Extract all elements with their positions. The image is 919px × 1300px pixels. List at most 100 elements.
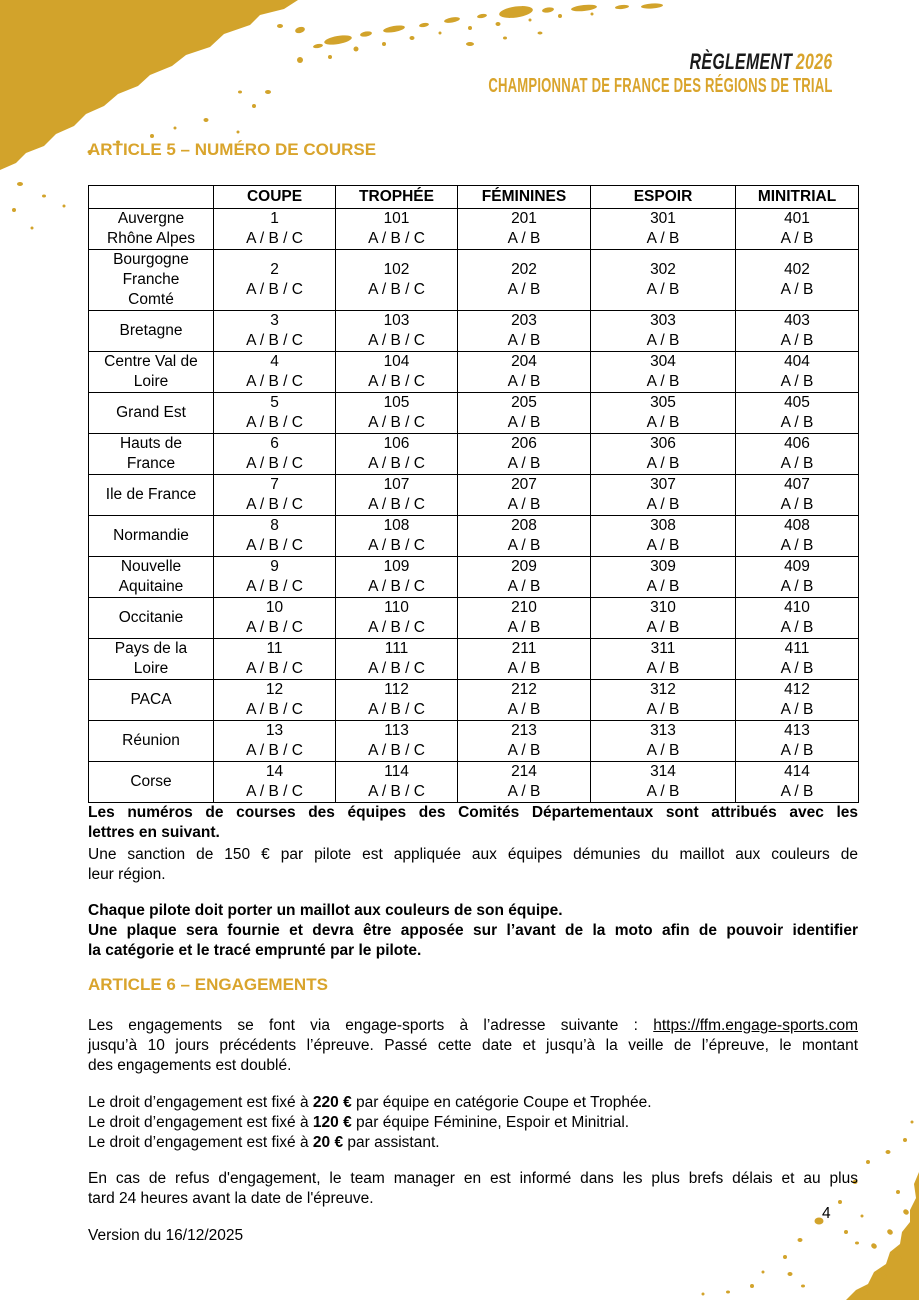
paragraph-plate: Une plaque sera fournie et devra être ap… [88, 922, 858, 959]
course-number-cell: 112 A / B / C [335, 679, 458, 721]
course-number-cell: 211 A / B [457, 638, 591, 680]
fee-amount: 20 € [312, 1134, 344, 1151]
course-number-cell: 110 A / B / C [335, 597, 458, 639]
table-row: Hauts de France 6 A / B / C 106 A / B / C 206 A… [88, 433, 859, 475]
course-number-cell: 10 A / B / C [213, 597, 336, 639]
course-table-body: Auvergne Rhône Alpes 1 A / B / C 101 A / B / … [88, 208, 859, 803]
course-number-cell: 303 A / B [590, 310, 736, 352]
championship-subtitle: CHAMPIONNAT DE FRANCE DES RÉGIONS DE TRI… [488, 75, 833, 97]
fee-pre: Le droit d’engagement est fixé à [88, 1114, 313, 1131]
course-number-cell: 304 A / B [590, 351, 736, 393]
table-row: PACA 12 A / B / C 112 A / B / C 212 A / B 312 A … [88, 679, 859, 721]
region-cell: Bourgogne Franche Comté [88, 249, 214, 311]
course-number-cell: 314 A / B [590, 761, 736, 803]
course-number-cell: 103 A / B / C [335, 310, 458, 352]
column-header-minitrial: MINITRIAL [735, 185, 859, 209]
course-number-cell: 207 A / B [457, 474, 591, 516]
table-row: Réunion 13 A / B / C 113 A / B / C 213 A / B 31… [88, 720, 859, 762]
course-number-cell: 309 A / B [590, 556, 736, 598]
page-header: RÈGLEMENT 2026 CHAMPIONNAT DE FRANCE DES … [307, 50, 833, 97]
course-number-cell: 12 A / B / C [213, 679, 336, 721]
course-number-cell: 403 A / B [735, 310, 859, 352]
version-label: Version du 16/12/2025 [88, 1227, 244, 1244]
column-header-espoir: ESPOIR [590, 185, 736, 209]
table-header-row: COUPE TROPHÉE FÉMININES ESPOIR MINITRIAL [88, 185, 859, 209]
fee-post: par équipe en catégorie Coupe et Trophée… [351, 1094, 652, 1111]
course-number-cell: 205 A / B [457, 392, 591, 434]
table-row: Occitanie 10 A / B / C 110 A / B / C 210 A / B… [88, 597, 859, 639]
course-number-cell: 212 A / B [457, 679, 591, 721]
course-number-cell: 106 A / B / C [335, 433, 458, 475]
course-number-cell: 302 A / B [590, 249, 736, 311]
fee-pre: Le droit d’engagement est fixé à [88, 1134, 313, 1151]
course-number-cell: 406 A / B [735, 433, 859, 475]
course-number-cell: 412 A / B [735, 679, 859, 721]
course-number-cell: 305 A / B [590, 392, 736, 434]
region-cell: Pays de la Loire [88, 638, 214, 680]
article5-heading: ARTICLE 5 – NUMÉRO DE COURSE [88, 140, 377, 159]
fee-post: par assistant. [343, 1134, 440, 1151]
page-number: 4 [822, 1205, 831, 1222]
course-number-cell: 407 A / B [735, 474, 859, 516]
region-cell: Normandie [88, 515, 214, 557]
region-cell: Hauts de France [88, 433, 214, 475]
course-number-cell: 312 A / B [590, 679, 736, 721]
fee-amount: 120 € [312, 1114, 352, 1131]
reglement-label: RÈGLEMENT [690, 49, 793, 74]
region-cell: Corse [88, 761, 214, 803]
course-number-cell: 408 A / B [735, 515, 859, 557]
fee-post: par équipe Féminine, Espoir et Minitrial… [351, 1114, 630, 1131]
course-number-cell: 409 A / B [735, 556, 859, 598]
column-header-region [88, 185, 214, 209]
course-number-cell: 401 A / B [735, 208, 859, 250]
paragraph-sanction: Une sanction de 150 € par pilote est app… [88, 846, 858, 883]
course-number-cell: 411 A / B [735, 638, 859, 680]
course-number-cell: 203 A / B [457, 310, 591, 352]
course-number-cell: 306 A / B [590, 433, 736, 475]
course-number-cell: 307 A / B [590, 474, 736, 516]
course-number-cell: 108 A / B / C [335, 515, 458, 557]
table-row: Bretagne 3 A / B / C 103 A / B / C 203 A / B 30… [88, 310, 859, 352]
course-number-cell: 301 A / B [590, 208, 736, 250]
course-number-cell: 104 A / B / C [335, 351, 458, 393]
paragraph-engagements-rest: jusqu’à 10 jours précédents l’épreuve. P… [88, 1037, 858, 1074]
engage-sports-link[interactable]: https://ffm.engage-sports.com [653, 1017, 858, 1034]
course-number-cell: 414 A / B [735, 761, 859, 803]
course-number-cell: 209 A / B [457, 556, 591, 598]
course-number-cell: 404 A / B [735, 351, 859, 393]
region-cell: Occitanie [88, 597, 214, 639]
region-cell: Nouvelle Aquitaine [88, 556, 214, 598]
column-header-coupe: COUPE [213, 185, 336, 209]
course-number-table: COUPE TROPHÉE FÉMININES ESPOIR MINITRIAL… [88, 185, 859, 803]
course-number-cell: 308 A / B [590, 515, 736, 557]
course-number-cell: 114 A / B / C [335, 761, 458, 803]
fee-line-coupe-trophee: Le droit d’engagement est fixé à 220 € p… [88, 1093, 858, 1113]
course-number-cell: 13 A / B / C [213, 720, 336, 762]
region-cell: Réunion [88, 720, 214, 762]
course-number-cell: 101 A / B / C [335, 208, 458, 250]
course-number-cell: 105 A / B / C [335, 392, 458, 434]
course-number-cell: 402 A / B [735, 249, 859, 311]
table-row: Pays de la Loire 11 A / B / C 111 A / B / C 21… [88, 638, 859, 680]
course-number-cell: 313 A / B [590, 720, 736, 762]
reglement-year: 2026 [796, 49, 833, 74]
engagements-intro-text: Les engagements se font via engage-sport… [88, 1017, 654, 1034]
course-number-cell: 214 A / B [457, 761, 591, 803]
course-number-cell: 202 A / B [457, 249, 591, 311]
table-row: Corse 14 A / B / C 114 A / B / C 214 A / B 314 A… [88, 761, 859, 803]
course-number-cell: 111 A / B / C [335, 638, 458, 680]
course-number-cell: 213 A / B [457, 720, 591, 762]
fee-pre: Le droit d’engagement est fixé à [88, 1094, 313, 1111]
region-cell: Centre Val de Loire [88, 351, 214, 393]
course-number-cell: 102 A / B / C [335, 249, 458, 311]
table-row: Ile de France 7 A / B / C 107 A / B / C 207 A … [88, 474, 859, 516]
